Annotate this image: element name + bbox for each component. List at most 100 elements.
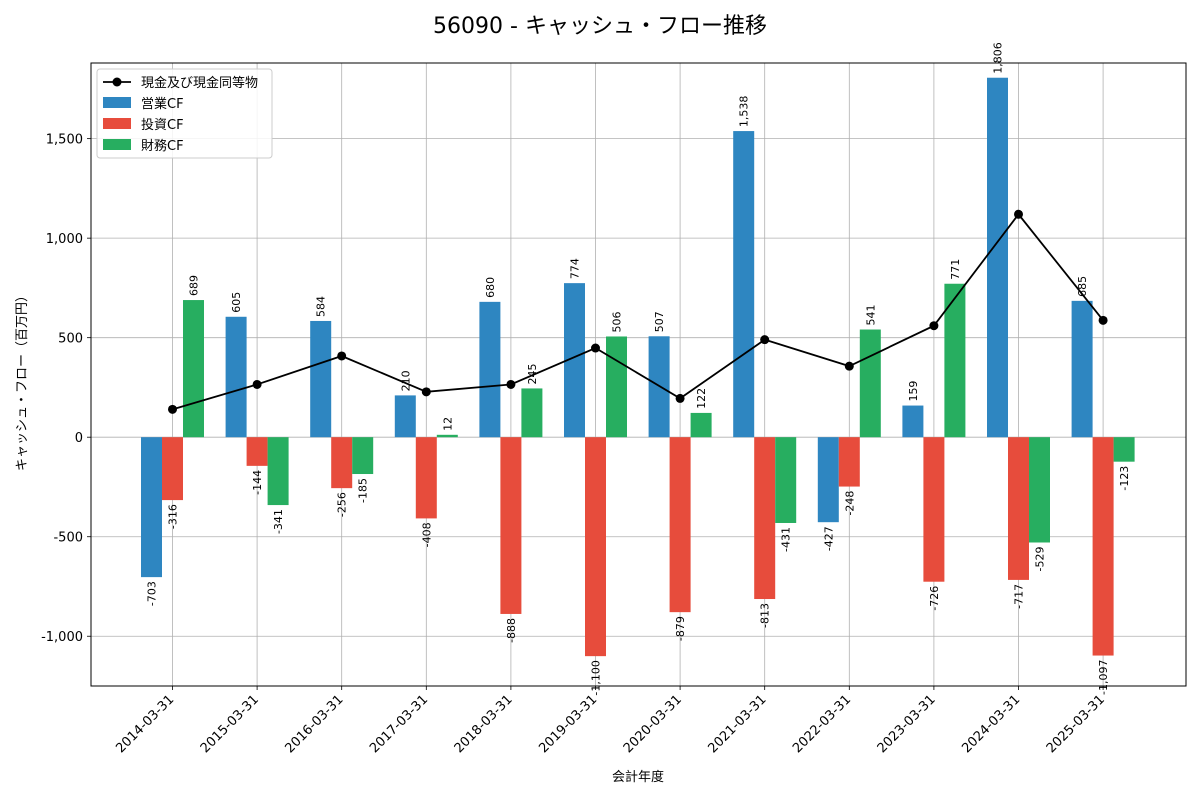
bar-financing [775,437,797,523]
bar-value-label: 584 [315,296,328,317]
x-tick-label: 2017-03-31 [367,692,431,756]
bar-value-label: -408 [420,522,433,547]
bar-operating [310,320,332,438]
bar-value-label: 689 [188,275,201,296]
bar-value-label: -427 [822,526,835,551]
x-tick-label: 2019-03-31 [536,692,600,756]
bar-value-label: -1,100 [590,660,603,695]
bar-value-label: -256 [336,492,349,517]
bar-financing [1029,437,1050,543]
cash-point [337,351,347,361]
bar-financing [521,388,543,438]
bar-investing [1008,437,1029,580]
plot-frame [90,62,1187,687]
bar-investing [923,437,945,582]
bar-investing [585,437,606,657]
cash-line [172,212,1104,411]
bar-value-label: -248 [843,491,856,516]
legend-swatch [103,118,131,129]
x-tick-label: 2020-03-31 [621,692,685,756]
bar-value-label: 774 [569,258,582,279]
y-tick-label: -500 [53,531,83,546]
bar-value-label: -726 [928,586,941,611]
bar-operating [987,77,1008,438]
cash-point [1014,209,1023,219]
bar-value-label: -813 [759,603,772,628]
cash-point [591,343,600,353]
bar-financing [944,283,966,438]
bar-value-label: 245 [526,363,539,384]
y-tick-label: -1,000 [41,630,83,645]
bar-value-label: -1,097 [1097,660,1110,695]
bar-value-label: -185 [357,478,370,503]
legend-box [96,68,273,159]
bar-operating [902,405,924,438]
legend-label: 投資CF [141,117,184,133]
bar-financing [267,437,289,506]
bar-value-label: -888 [505,618,518,643]
x-axis-label: 会計年度 [612,769,664,785]
y-tick-label: 0 [75,431,83,446]
bar-operating [817,437,839,523]
bar-value-label: -123 [1118,466,1131,491]
bar-value-label: -703 [146,581,159,606]
bar-value-label: 680 [484,277,497,298]
bar-value-label: 12 [441,417,454,431]
bar-value-label: -431 [780,527,793,552]
legend-label: 財務CF [141,139,184,154]
x-tick-label: 2018-03-31 [452,692,516,756]
x-tick-label: 2024-03-31 [959,692,1023,756]
bar-value-label: -879 [674,616,687,641]
bar-value-label: 771 [949,259,962,280]
bar-investing [1092,437,1114,656]
bar-operating [1071,300,1093,438]
bar-investing [754,437,776,600]
cash-point [421,387,431,397]
bar-operating [479,301,501,438]
bar-financing [1113,437,1135,462]
y-tick-label: 500 [58,332,83,347]
bar-operating [394,395,416,438]
bar-investing [246,437,268,466]
bar-investing [500,437,522,614]
bar-value-label: 541 [864,305,877,326]
y-tick-label: 1,000 [46,232,83,247]
bar-operating [141,437,162,578]
legend-label: 営業CF [141,96,184,112]
chart-title: 56090 - キャッシュ・フロー推移 [433,14,767,39]
x-tick-label: 2016-03-31 [282,692,346,756]
bar-investing [669,437,691,613]
bar-value-label: -144 [251,470,264,495]
x-tick-label: 2014-03-31 [113,692,177,756]
cash-point [844,361,854,371]
bar-financing [352,437,374,475]
bar-value-label: 605 [230,292,243,313]
bar-value-label: 685 [1076,276,1089,297]
x-tick-label: 2022-03-31 [790,692,854,756]
bar-value-label: 1,806 [992,42,1005,74]
cash-point [252,379,262,389]
cash-point [675,393,685,403]
bar-operating [564,283,585,438]
bar-value-label: -529 [1034,546,1047,571]
bar-value-label: 210 [399,370,412,391]
bar-investing [415,437,437,519]
cash-point [760,335,770,345]
x-tick-label: 2015-03-31 [198,692,262,756]
bar-financing [183,300,204,438]
cash-point [929,321,939,331]
bar-value-label: -316 [167,504,180,529]
bar-financing [436,434,458,438]
bar-value-label: 122 [695,388,708,409]
bar-financing [690,412,712,438]
bar-investing [838,437,860,487]
legend-swatch [103,139,131,150]
x-tick-label: 2023-03-31 [875,692,939,756]
bar-value-label: 507 [653,311,666,332]
x-tick-label: 2025-03-31 [1044,692,1108,756]
bar-value-label: -341 [272,509,285,534]
cash-point [506,379,516,389]
bar-financing [606,336,627,438]
